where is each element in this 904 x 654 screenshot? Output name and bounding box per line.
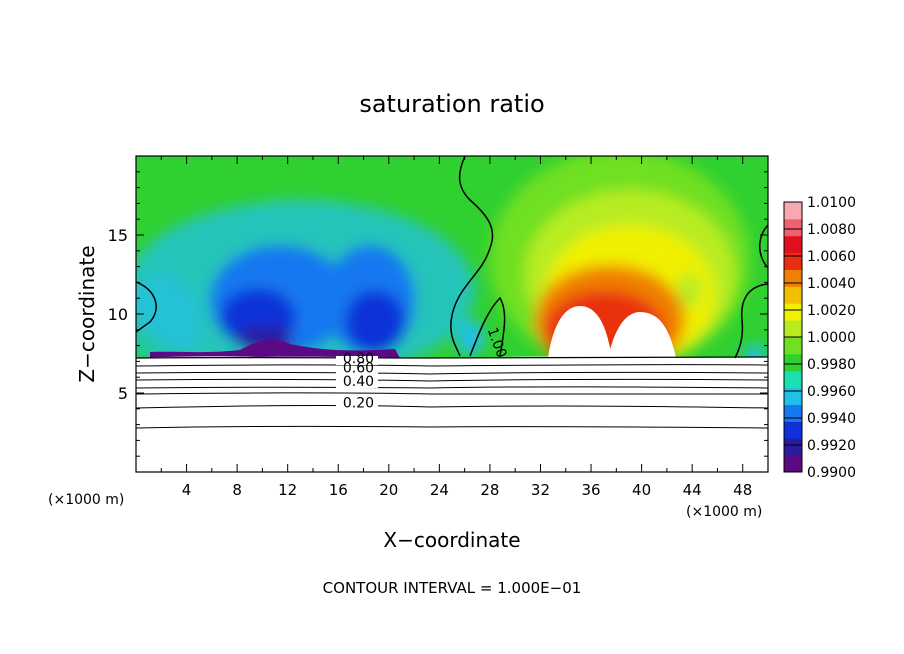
contour-1-00-right — [734, 224, 768, 359]
teal-region-west — [136, 275, 200, 365]
colorbar-swatch — [784, 421, 802, 439]
colorbar-swatch — [784, 202, 802, 220]
colorbar-label: 0.9900 — [807, 465, 856, 481]
contour-label: 0.60 — [343, 361, 374, 377]
y-tick-label: 15 — [108, 226, 128, 245]
colorbar-swatch — [784, 455, 802, 473]
colorbar-label: 0.9960 — [807, 384, 856, 400]
x-tick-label: 32 — [531, 481, 550, 499]
colorbar-label: 1.0040 — [807, 276, 856, 292]
colorbar-label: 0.9940 — [807, 411, 856, 427]
surface-line — [136, 356, 768, 359]
contour-1-00-inner — [469, 296, 506, 357]
colorbar-swatch — [784, 387, 802, 405]
colorbar-label: 1.0000 — [807, 330, 856, 346]
contour-label: 0.20 — [343, 395, 374, 411]
label-bg-0-80 — [336, 356, 378, 365]
plot-area — [136, 156, 768, 472]
contour-label: 0.80 — [343, 351, 374, 367]
colorbar-swatch — [784, 252, 802, 270]
contour-1-00-main — [450, 156, 494, 357]
x-axis-unit: (×1000 m) — [686, 504, 762, 520]
colorbar-swatch — [784, 269, 802, 287]
green-hole-east — [678, 272, 702, 308]
x-tick-label: 24 — [430, 481, 449, 499]
x-tick-label: 16 — [329, 481, 348, 499]
surface-white-fill — [136, 356, 768, 472]
y-axis-unit: (×1000 m) — [48, 492, 124, 508]
terrain-contour-0-60 — [136, 371, 768, 375]
colorbar-label: 0.9920 — [807, 438, 856, 454]
cyan-region-small — [456, 320, 484, 356]
x-tick-label: 20 — [379, 481, 398, 499]
colorbar-swatch — [784, 404, 802, 422]
colorbar-swatch — [784, 353, 802, 372]
terrain-contour-0-40 — [136, 386, 768, 389]
terrain-contour-0-10 — [136, 425, 768, 429]
label-bg-0-20 — [336, 397, 378, 410]
x-tick-label: 12 — [278, 481, 297, 499]
colorbar-label: 1.0080 — [807, 222, 856, 238]
label-bg-0-40 — [336, 376, 378, 388]
colorbar-swatch — [784, 218, 802, 237]
colorbar-label: 1.0100 — [807, 195, 856, 211]
x-tick-label: 48 — [733, 481, 752, 499]
x-tick-label: 36 — [581, 481, 600, 499]
colorbar-swatch — [784, 337, 802, 355]
y-tick-label: 10 — [108, 305, 128, 324]
colorbar-swatch — [784, 320, 802, 338]
colorbar-swatch — [784, 286, 802, 304]
darkblue-region-2 — [345, 290, 405, 354]
colorbar-swatch — [784, 235, 802, 254]
white-core-east — [608, 312, 676, 358]
x-tick-label: 4 — [182, 481, 192, 499]
contour-1-00-left — [136, 281, 157, 333]
y-axis-title: Z−coordinate — [75, 245, 99, 382]
colorbar-label: 1.0020 — [807, 303, 856, 319]
colorbar-label: 1.0060 — [807, 249, 856, 265]
colorbar: 1.0100 1.0080 1.0060 1.0040 1.0020 1.0000 0.99… — [783, 195, 856, 481]
contour-label: 0.40 — [343, 374, 374, 390]
x-tick-label: 28 — [480, 481, 499, 499]
x-axis: 4 8 12 16 20 24 28 32 36 40 44 48 — [160, 156, 752, 499]
white-core-west — [548, 306, 612, 358]
x-tick-label: 40 — [632, 481, 651, 499]
y-tick-label: 5 — [118, 384, 128, 403]
label-bg-0-60 — [336, 366, 378, 375]
x-axis-title: X−coordinate — [383, 528, 520, 552]
contour-interval-note: CONTOUR INTERVAL = 1.000E−01 — [323, 579, 582, 597]
colorbar-swatch — [784, 303, 802, 321]
purple-fringe — [150, 339, 400, 358]
terrain-contour-0-80 — [136, 364, 768, 367]
x-tick-label: 44 — [683, 481, 702, 499]
y-axis: 5 10 15 — [108, 171, 768, 457]
colorbar-label: 0.9980 — [807, 357, 856, 373]
colorbar-swatch — [784, 438, 802, 456]
terrain-contour-0-50 — [136, 378, 768, 382]
chart-title: saturation ratio — [359, 90, 544, 118]
x-tick-label: 8 — [232, 481, 242, 499]
terrain-contour-0-20 — [136, 404, 768, 409]
colorbar-swatch — [784, 370, 802, 389]
